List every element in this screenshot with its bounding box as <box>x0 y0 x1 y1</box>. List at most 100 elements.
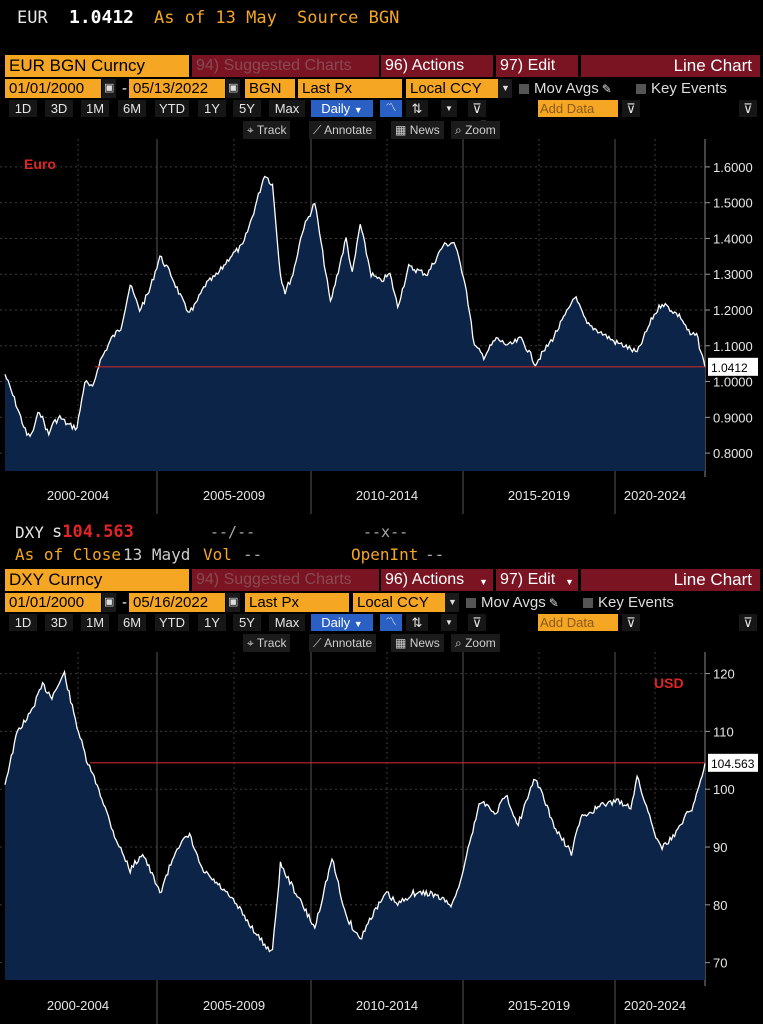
panel2-annotate-icon: ⟋ <box>313 636 322 650</box>
panel1-add-data-filter-icon[interactable]: ⊽ <box>622 100 640 117</box>
panel2-zoom-tool[interactable]: ⌕ Zoom <box>451 634 500 652</box>
panel2-suggested-charts-button[interactable]: 94) Suggested Charts <box>192 569 379 591</box>
panel2-settings-icon[interactable]: ⊽ <box>739 614 757 631</box>
panel1-frequency-select[interactable]: Daily ▼ <box>311 100 373 117</box>
panel2-chart-type[interactable]: Line Chart <box>581 569 760 591</box>
eur-y-tick-label: 1.4000 <box>713 231 753 246</box>
panel2-period-6m[interactable]: 6M <box>118 614 146 631</box>
eur-chart[interactable]: 0.8000 0.9000 1.0000 1.1000 1.2000 1.3000 1.40… <box>0 139 763 514</box>
panel1-currency-select[interactable]: Local CCY <box>406 79 498 98</box>
panel1-news-tool[interactable]: ▦ News <box>391 121 444 139</box>
dxy-series-line <box>4 669 706 953</box>
panel2-track-tool[interactable]: ⌖ Track <box>243 634 291 652</box>
panel2-annotate-tool[interactable]: ⟋ Annotate <box>309 634 377 652</box>
panel1-security-field[interactable]: EUR BGN Curncy <box>5 55 189 77</box>
panel2-currency-select[interactable]: Local CCY <box>353 593 445 612</box>
panel2-pencil-icon[interactable]: ✎ <box>548 596 559 610</box>
panel2-news-icon: ▦ <box>395 636 407 650</box>
panel1-suggested-charts-button[interactable]: 94) Suggested Charts <box>192 55 379 77</box>
panel1-filter-icon[interactable]: ⊽ <box>468 100 486 117</box>
panel1-period-max[interactable]: Max <box>269 100 305 117</box>
panel1-end-date-calendar-icon[interactable]: ▣ <box>226 79 240 98</box>
panel1-indicators-caret-icon[interactable]: ▼ <box>441 100 457 117</box>
panel2-period-3d[interactable]: 3D <box>45 614 73 631</box>
panel1-source-field[interactable]: BGN <box>245 79 295 98</box>
dxy-x-tick-label: 2020-2024 <box>624 998 686 1013</box>
panel1-period-3d[interactable]: 3D <box>45 100 73 117</box>
panel1-start-date-calendar-icon[interactable]: ▣ <box>102 79 116 98</box>
panel1-pencil-icon[interactable]: ✎ <box>601 82 612 96</box>
panel2-period-1d[interactable]: 1D <box>9 614 37 631</box>
panel1-indicators-icon[interactable]: ⇅ <box>406 100 428 117</box>
panel1-frequency-label: Daily <box>321 101 351 116</box>
panel1-period-1y[interactable]: 1Y <box>198 100 226 117</box>
panel1-start-date[interactable]: 01/01/2000 <box>5 79 101 98</box>
panel1-period-5y[interactable]: 5Y <box>233 100 261 117</box>
eur-x-tick-label: 2005-2009 <box>203 488 265 503</box>
panel2-mov-avgs-label: Mov Avgs <box>481 594 546 611</box>
panel2-period-max[interactable]: Max <box>269 614 305 631</box>
dxy-date: 13 Mayd <box>123 545 191 564</box>
panel1-annotate-tool[interactable]: ⟋ Annotate <box>309 121 377 139</box>
panel2-magnifier-icon: ⌕ <box>455 636 462 650</box>
panel1-chart-type[interactable]: Line Chart <box>581 55 760 77</box>
panel1-add-data-field[interactable]: Add Data <box>538 100 618 117</box>
panel1-line-style-icon[interactable]: 〽 <box>380 100 402 117</box>
panel2-key-events-toggle[interactable]: Key Events <box>579 593 709 612</box>
panel2-currency-caret-icon[interactable]: ▼ <box>445 593 459 612</box>
panel1-period-ytd[interactable]: YTD <box>155 100 189 117</box>
dxy-area-fill <box>5 671 705 980</box>
dxy-y-tick-label: 110 <box>713 724 734 739</box>
dxy-y-tick-label: 80 <box>713 898 727 913</box>
dxy-chart[interactable]: 70 80 90 100 110 120 104.563 USD 2000-2004 2005-2… <box>0 652 763 1024</box>
panel1-edit-button[interactable]: 97) Edit <box>496 55 578 77</box>
panel2-line-style-icon[interactable]: 〽 <box>380 614 402 631</box>
panel2-security-field[interactable]: DXY Curncy <box>5 569 189 591</box>
eur-x-tick-label: 2000-2004 <box>47 488 109 503</box>
panel2-indicators-caret-icon[interactable]: ▼ <box>441 614 457 631</box>
panel2-period-1m[interactable]: 1M <box>81 614 109 631</box>
panel2-end-date[interactable]: 05/16/2022 <box>129 593 225 612</box>
panel1-zoom-tool[interactable]: ⌕ Zoom <box>451 121 500 139</box>
panel1-key-events-checkbox[interactable] <box>636 84 646 94</box>
panel2-edit-button[interactable]: 97) Edit <box>496 569 578 591</box>
panel2-actions-button[interactable]: 96) Actions <box>381 569 493 591</box>
panel1-period-1m[interactable]: 1M <box>81 100 109 117</box>
panel2-mov-avgs-toggle[interactable]: Mov Avgs ✎ <box>462 593 582 612</box>
panel1-settings-icon[interactable]: ⊽ <box>739 100 757 117</box>
panel1-field-select[interactable]: Last Px <box>298 79 402 98</box>
panel1-currency-caret-icon[interactable]: ▼ <box>498 79 512 98</box>
dxy-price: 104.563 <box>62 522 134 542</box>
panel2-start-date[interactable]: 01/01/2000 <box>5 593 101 612</box>
panel2-period-ytd[interactable]: YTD <box>155 614 189 631</box>
panel2-period-1y[interactable]: 1Y <box>198 614 226 631</box>
panel2-filter-icon[interactable]: ⊽ <box>468 614 486 631</box>
panel2-mov-avgs-checkbox[interactable] <box>466 598 476 608</box>
panel1-mov-avgs-checkbox[interactable] <box>519 84 529 94</box>
panel1-key-events-toggle[interactable]: Key Events <box>632 79 762 98</box>
eur-y-tick-label: 1.5000 <box>713 196 753 211</box>
panel1-news-icon: ▦ <box>395 123 407 137</box>
panel2-add-data-field[interactable]: Add Data <box>538 614 618 631</box>
panel1-track-tool[interactable]: ⌖ Track <box>243 121 291 139</box>
panel1-end-date[interactable]: 05/13/2022 <box>129 79 225 98</box>
dxy-y-tick-label: 70 <box>713 956 727 971</box>
panel2-field-select[interactable]: Last Px <box>245 593 349 612</box>
eur-x-tick-label: 2020-2024 <box>624 488 686 503</box>
panel1-period-6m[interactable]: 6M <box>118 100 146 117</box>
panel2-period-5y[interactable]: 5Y <box>233 614 261 631</box>
panel1-actions-button[interactable]: 96) Actions <box>381 55 493 77</box>
panel1-options-row: 01/01/2000 ▣ - 05/13/2022 ▣ BGN Last Px … <box>5 79 760 98</box>
panel2-add-data-filter-icon[interactable]: ⊽ <box>622 614 640 631</box>
panel2-news-tool[interactable]: ▦ News <box>391 634 444 652</box>
panel2-end-date-calendar-icon[interactable]: ▣ <box>226 593 240 612</box>
panel2-key-events-checkbox[interactable] <box>583 598 593 608</box>
panel1-period-1d[interactable]: 1D <box>9 100 37 117</box>
panel1-mov-avgs-toggle[interactable]: Mov Avgs ✎ <box>515 79 635 98</box>
panel2-start-date-calendar-icon[interactable]: ▣ <box>102 593 116 612</box>
panel2-indicators-icon[interactable]: ⇅ <box>406 614 428 631</box>
dxy-price-prefix: s <box>52 522 63 542</box>
dxy-x-tick-label: 2000-2004 <box>47 998 109 1013</box>
panel2-frequency-select[interactable]: Daily ▼ <box>311 614 373 631</box>
panel2-zoom-label: Zoom <box>465 636 496 650</box>
